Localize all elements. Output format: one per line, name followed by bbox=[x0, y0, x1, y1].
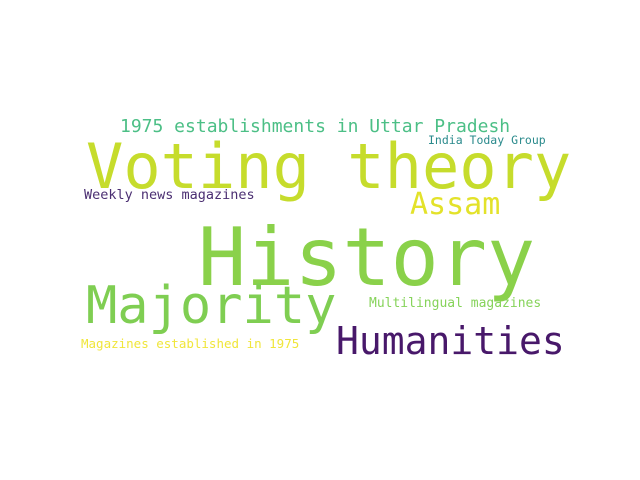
word-india-today-group: India Today Group bbox=[428, 133, 546, 147]
word-1975-establishments-uttar-pradesh: 1975 establishments in Uttar Pradesh bbox=[120, 116, 511, 137]
word-assam: Assam bbox=[410, 187, 501, 222]
word-weekly-news-magazines: Weekly news magazines bbox=[84, 187, 255, 203]
word-humanities: Humanities bbox=[336, 319, 565, 363]
word-multilingual-magazines: Multilingual magazines bbox=[369, 296, 542, 311]
word-magazines-established-1975: Magazines established in 1975 bbox=[81, 336, 300, 351]
word-history: History bbox=[198, 211, 536, 304]
word-voting-theory: Voting theory bbox=[86, 130, 572, 203]
word-majority: Majority bbox=[86, 276, 337, 336]
